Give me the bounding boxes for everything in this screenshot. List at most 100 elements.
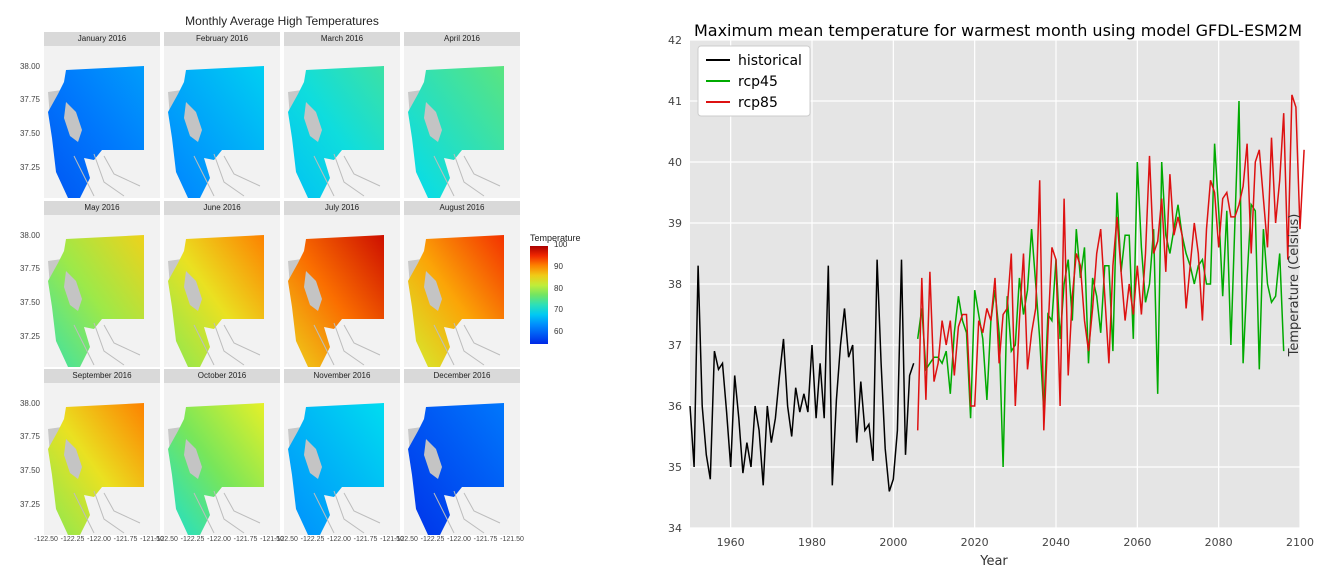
x-tick-label: 2100 bbox=[1286, 536, 1314, 549]
latitude-tick: 37.50 bbox=[19, 298, 40, 307]
temperature-map bbox=[284, 46, 400, 198]
y-tick-label: 35 bbox=[668, 461, 682, 474]
longitude-tick: -122.00 bbox=[207, 536, 231, 543]
facet-label: April 2016 bbox=[404, 32, 520, 46]
latitude-tick: 37.25 bbox=[19, 163, 40, 172]
temperature-map bbox=[284, 383, 400, 535]
colorbar-tick-label: 100 bbox=[554, 240, 568, 249]
longitude-tick: -122.50 bbox=[274, 536, 298, 543]
region-heat-area bbox=[288, 403, 384, 535]
longitude-tick: -121.75 bbox=[353, 536, 378, 543]
latitude-tick: 38.00 bbox=[19, 399, 40, 408]
y-tick-label: 37 bbox=[668, 339, 682, 352]
temperature-map bbox=[164, 383, 280, 535]
map-facet: February 2016 bbox=[164, 32, 280, 198]
longitude-tick: -121.75 bbox=[113, 536, 138, 543]
line-chart-title: Maximum mean temperature for warmest mon… bbox=[694, 21, 1302, 40]
map-facet: March 2016 bbox=[284, 32, 400, 198]
longitude-tick: -122.50 bbox=[394, 536, 418, 543]
map-facet: April 2016 bbox=[404, 32, 520, 198]
x-tick-label: 1980 bbox=[798, 536, 826, 549]
map-facet: November 2016 bbox=[284, 369, 400, 535]
region-heat-area bbox=[168, 66, 264, 198]
temperature-map bbox=[404, 215, 520, 367]
y-tick-label: 38 bbox=[668, 278, 682, 291]
y-tick-label: 34 bbox=[668, 522, 682, 535]
colorbar-tick-label: 80 bbox=[554, 283, 563, 293]
facet-label: August 2016 bbox=[404, 201, 520, 215]
facet-label: March 2016 bbox=[284, 32, 400, 46]
region-heat-area bbox=[48, 66, 144, 198]
facet-label: December 2016 bbox=[404, 369, 520, 383]
map-facet: January 2016 bbox=[44, 32, 160, 198]
y-tick-label: 39 bbox=[668, 217, 682, 230]
y-tick-label: 36 bbox=[668, 400, 682, 413]
x-tick-label: 2040 bbox=[1042, 536, 1070, 549]
facet-label: July 2016 bbox=[284, 201, 400, 215]
latitude-tick: 37.50 bbox=[19, 129, 40, 138]
longitude-tick: -121.50 bbox=[260, 536, 284, 543]
facet-label: October 2016 bbox=[164, 369, 280, 383]
temperature-map bbox=[404, 46, 520, 198]
facet-label: May 2016 bbox=[44, 201, 160, 215]
region-heat-area bbox=[408, 66, 504, 198]
x-tick-label: 2020 bbox=[961, 536, 989, 549]
map-facet: August 2016 bbox=[404, 201, 520, 367]
temperature-map bbox=[164, 215, 280, 367]
longitude-tick: -122.00 bbox=[327, 536, 351, 543]
longitude-tick: -121.50 bbox=[380, 536, 404, 543]
latitude-tick: 37.75 bbox=[19, 264, 40, 273]
x-tick-label: 2080 bbox=[1205, 536, 1233, 549]
region-heat-area bbox=[168, 403, 264, 535]
x-tick-label: 2060 bbox=[1123, 536, 1151, 549]
facet-label: November 2016 bbox=[284, 369, 400, 383]
longitude-tick: -122.00 bbox=[447, 536, 471, 543]
region-heat-area bbox=[288, 235, 384, 367]
map-chart-title: Monthly Average High Temperatures bbox=[185, 14, 379, 28]
colorbar-tick-label: 70 bbox=[554, 305, 563, 315]
longitude-tick: -122.25 bbox=[300, 536, 325, 543]
facet-label: January 2016 bbox=[44, 32, 160, 46]
latitude-tick: 38.00 bbox=[19, 231, 40, 240]
longitude-tick: -122.00 bbox=[87, 536, 111, 543]
map-facet: May 2016 bbox=[44, 201, 160, 367]
latitude-tick: 37.25 bbox=[19, 500, 40, 509]
legend-label: historical bbox=[738, 53, 802, 69]
temperature-map bbox=[44, 383, 160, 535]
temperature-map bbox=[44, 46, 160, 198]
latitude-tick: 37.50 bbox=[19, 466, 40, 475]
map-facet: September 2016 bbox=[44, 369, 160, 535]
longitude-tick: -122.25 bbox=[180, 536, 205, 543]
legend-label: rcp45 bbox=[738, 74, 778, 90]
temperature-map bbox=[404, 383, 520, 535]
legend-title: Temperature bbox=[530, 233, 581, 243]
longitude-tick: -121.50 bbox=[500, 536, 524, 543]
longitude-tick: -122.25 bbox=[60, 536, 85, 543]
region-heat-area bbox=[408, 235, 504, 367]
latitude-tick: 37.75 bbox=[19, 95, 40, 104]
region-heat-area bbox=[48, 403, 144, 535]
line-legend: historical rcp45 rcp85 bbox=[697, 45, 811, 117]
longitude-tick: -122.25 bbox=[420, 536, 445, 543]
legend-label: rcp85 bbox=[738, 95, 778, 111]
y-tick-label: 42 bbox=[668, 34, 682, 47]
facet-label: June 2016 bbox=[164, 201, 280, 215]
longitude-tick: -122.50 bbox=[34, 536, 58, 543]
x-tick-label: 1960 bbox=[717, 536, 745, 549]
region-heat-area bbox=[288, 66, 384, 198]
map-facet: July 2016 bbox=[284, 201, 400, 367]
map-facet: October 2016 bbox=[164, 369, 280, 535]
region-heat-area bbox=[168, 235, 264, 367]
colorbar-tick-label: 60 bbox=[554, 327, 563, 337]
y-axis-label: Temperature (Celsius) bbox=[1287, 214, 1302, 358]
region-heat-area bbox=[48, 235, 144, 367]
map-facet: December 2016 bbox=[404, 369, 520, 535]
temperature-map bbox=[44, 215, 160, 367]
longitude-tick: -121.50 bbox=[140, 536, 164, 543]
longitude-tick: -121.75 bbox=[233, 536, 258, 543]
temperature-map bbox=[284, 215, 400, 367]
line-chart: Maximum mean temperature for warmest mon… bbox=[668, 21, 1314, 569]
latitude-tick: 37.25 bbox=[19, 332, 40, 341]
longitude-tick: -122.50 bbox=[154, 536, 178, 543]
x-axis-label: Year bbox=[979, 554, 1008, 569]
